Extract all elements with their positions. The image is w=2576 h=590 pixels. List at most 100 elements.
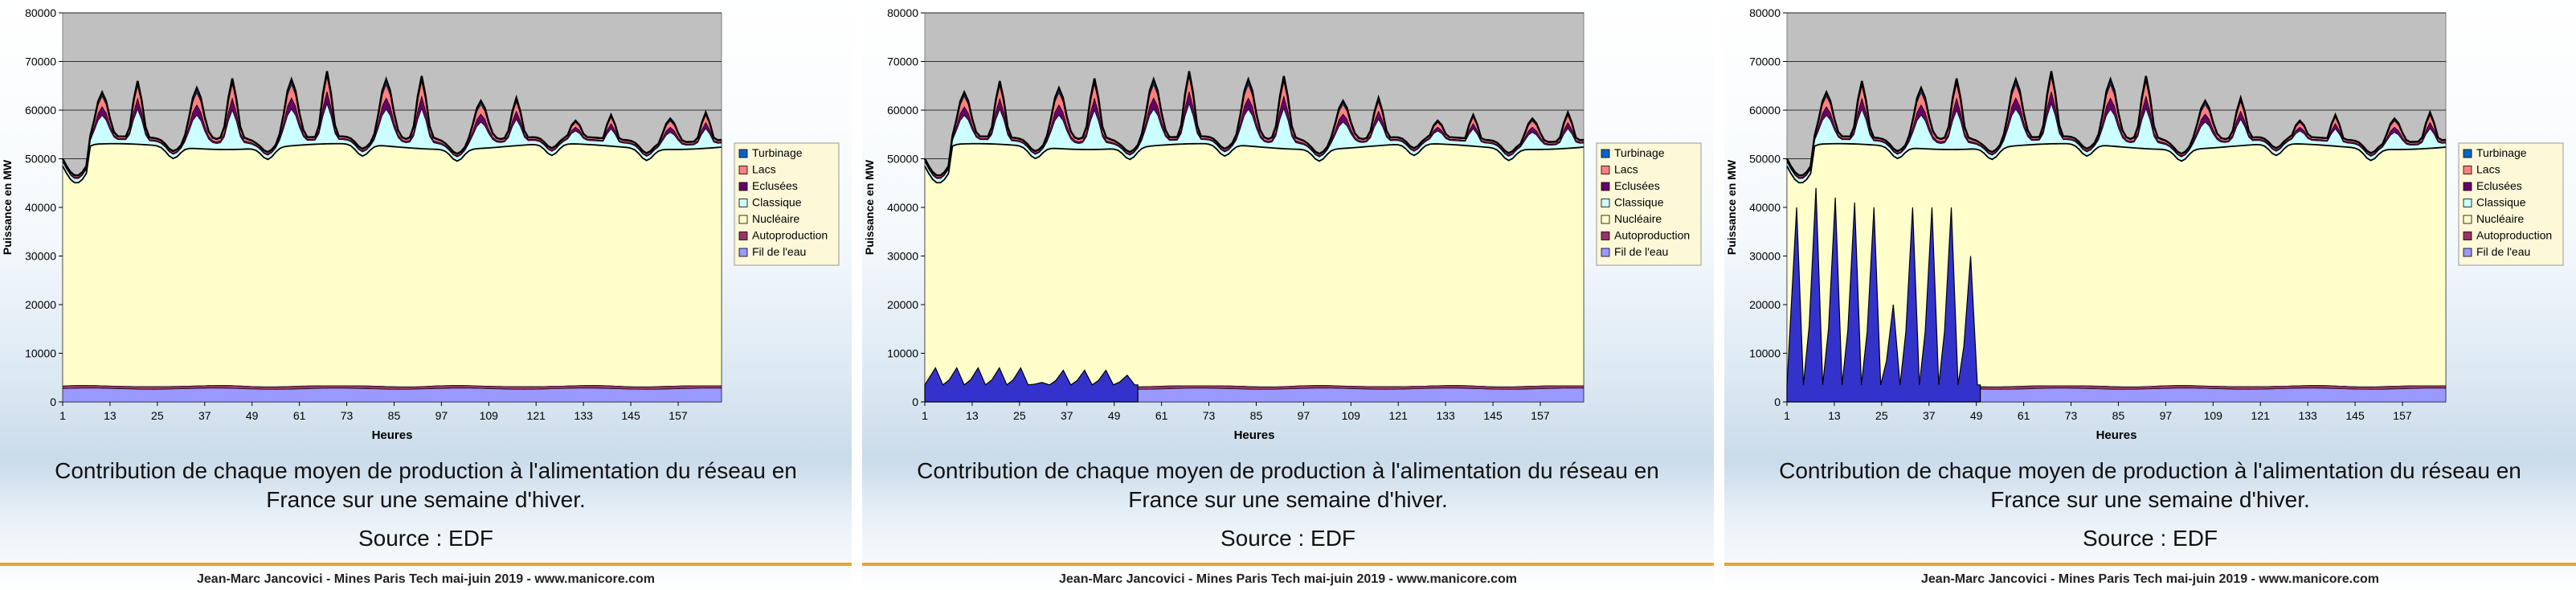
x-tick-label: 13 xyxy=(966,409,979,422)
x-tick-label: 49 xyxy=(246,409,259,422)
caption-line-1: Contribution de chaque moyen de producti… xyxy=(55,458,797,483)
y-tick-label: 20000 xyxy=(887,298,918,311)
y-tick-label: 10000 xyxy=(1749,347,1781,360)
x-tick-label: 97 xyxy=(435,409,448,422)
footer-rule xyxy=(0,563,852,566)
x-tick-label: 157 xyxy=(1531,409,1550,422)
source-label: Source : EDF xyxy=(1220,526,1356,551)
chart-1: 0 10000 20000 30000 40000 50000 60000 70000 8000… xyxy=(1,6,840,442)
legend-swatch xyxy=(2463,182,2472,191)
x-tick-label: 61 xyxy=(1155,409,1168,422)
x-axis-label: Heures xyxy=(372,428,413,442)
caption-line-2: France sur une semaine d'hiver. xyxy=(1990,487,2310,512)
y-tick-label: 60000 xyxy=(887,104,918,117)
slide-panel-1: 0 10000 20000 30000 40000 50000 60000 70000 8000… xyxy=(0,0,852,590)
y-tick-label: 10000 xyxy=(887,347,918,360)
x-tick-label: 133 xyxy=(1436,409,1455,422)
y-tick-label: 50000 xyxy=(1749,153,1781,166)
legend-label: Lacs xyxy=(752,163,776,176)
x-axis-label: Heures xyxy=(2096,428,2137,442)
y-tick-label: 30000 xyxy=(25,250,56,263)
legend-swatch xyxy=(1601,199,1610,207)
y-tick-label: 70000 xyxy=(1749,55,1781,68)
legend-swatch xyxy=(738,215,748,224)
x-tick-label: 109 xyxy=(1342,409,1361,422)
x-tick-label: 37 xyxy=(1061,409,1073,422)
chart-3: 0 10000 20000 30000 40000 50000 60000 70000 8000… xyxy=(1725,6,2564,442)
legend-swatch xyxy=(2463,215,2472,224)
legend-label: Lacs xyxy=(2476,163,2500,176)
x-tick-label: 145 xyxy=(621,409,640,422)
x-tick-label: 73 xyxy=(2065,409,2078,422)
legend-swatch xyxy=(738,149,748,158)
legend-swatch xyxy=(1601,231,1610,240)
x-tick-label: 85 xyxy=(388,409,401,422)
nucleaire-outline xyxy=(924,142,1584,184)
x-tick-label: 121 xyxy=(527,409,546,422)
y-tick-label: 40000 xyxy=(887,201,918,214)
y-tick-label: 50000 xyxy=(887,153,918,166)
legend-label: Eclusées xyxy=(1614,179,1660,192)
y-tick-label: 80000 xyxy=(25,6,56,19)
overlay-area xyxy=(924,367,1139,403)
legend-label: Fil de l'eau xyxy=(1614,245,1668,258)
series-nucleaire-area xyxy=(62,143,722,387)
caption-line-1: Contribution de chaque moyen de producti… xyxy=(1779,458,2521,483)
legend-swatch xyxy=(2463,231,2472,240)
legend-label: Autoproduction xyxy=(2476,229,2552,242)
legend-swatch xyxy=(2463,199,2472,207)
legend-label: Turbinage xyxy=(2476,146,2527,159)
legend-label: Nucléaire xyxy=(752,212,799,225)
source-label: Source : EDF xyxy=(358,526,494,551)
y-tick-label: 80000 xyxy=(1749,6,1781,19)
y-tick-label: 0 xyxy=(912,395,918,408)
footer-text: Jean-Marc Jancovici - Mines Paris Tech m… xyxy=(197,572,655,586)
x-tick-label: 145 xyxy=(2345,409,2365,422)
overlay-area xyxy=(1786,187,1981,403)
legend-label: Turbinage xyxy=(752,146,803,159)
x-tick-label: 1 xyxy=(59,409,66,422)
slide-panel-2: 0 10000 20000 30000 40000 50000 60000 70000 8000… xyxy=(862,0,1714,590)
total-outline xyxy=(923,71,1584,177)
x-tick-label: 13 xyxy=(1828,409,1841,422)
legend-label: Fil de l'eau xyxy=(752,245,806,258)
y-tick-label: 60000 xyxy=(25,104,56,117)
y-tick-label: 0 xyxy=(1774,395,1781,408)
y-tick-label: 70000 xyxy=(887,55,918,68)
legend-swatch xyxy=(1601,215,1610,224)
x-tick-label: 109 xyxy=(2204,409,2223,422)
series-fil-de-leau-area xyxy=(62,387,722,403)
legend-label: Classique xyxy=(1614,196,1664,209)
y-tick-label: 40000 xyxy=(1749,201,1781,214)
x-tick-label: 37 xyxy=(1923,409,1936,422)
total-outline xyxy=(61,71,722,177)
legend-swatch xyxy=(2463,166,2472,174)
legend-swatch xyxy=(2463,149,2472,158)
x-tick-label: 73 xyxy=(341,409,354,422)
y-tick-label: 50000 xyxy=(25,153,56,166)
legend-label: Nucléaire xyxy=(2476,212,2524,225)
x-tick-label: 25 xyxy=(151,409,164,422)
total-outline xyxy=(1785,71,2447,177)
chart-2: 0 10000 20000 30000 40000 50000 60000 70000 8000… xyxy=(863,6,1702,442)
footer-text: Jean-Marc Jancovici - Mines Paris Tech m… xyxy=(1921,572,2379,586)
y-tick-label: 20000 xyxy=(25,298,56,311)
legend-swatch xyxy=(738,182,748,191)
y-tick-label: 0 xyxy=(50,395,56,408)
caption-line-1: Contribution de chaque moyen de producti… xyxy=(917,458,1659,483)
x-tick-label: 133 xyxy=(574,409,593,422)
x-tick-label: 157 xyxy=(2393,409,2412,422)
y-axis-label: Puissance en MW xyxy=(863,159,876,255)
legend-swatch xyxy=(1601,149,1610,158)
footer-text: Jean-Marc Jancovici - Mines Paris Tech m… xyxy=(1059,572,1517,586)
footer-rule xyxy=(862,563,1714,566)
y-tick-label: 10000 xyxy=(25,347,56,360)
legend-swatch xyxy=(1601,182,1610,191)
x-tick-label: 13 xyxy=(104,409,117,422)
x-tick-label: 49 xyxy=(1970,409,1983,422)
slide-panel-3: 0 10000 20000 30000 40000 50000 60000 70000 8000… xyxy=(1724,0,2576,590)
x-tick-label: 121 xyxy=(1389,409,1409,422)
legend-label: Eclusées xyxy=(2476,179,2522,192)
legend-label: Turbinage xyxy=(1614,146,1665,159)
footer-rule xyxy=(1724,563,2576,566)
